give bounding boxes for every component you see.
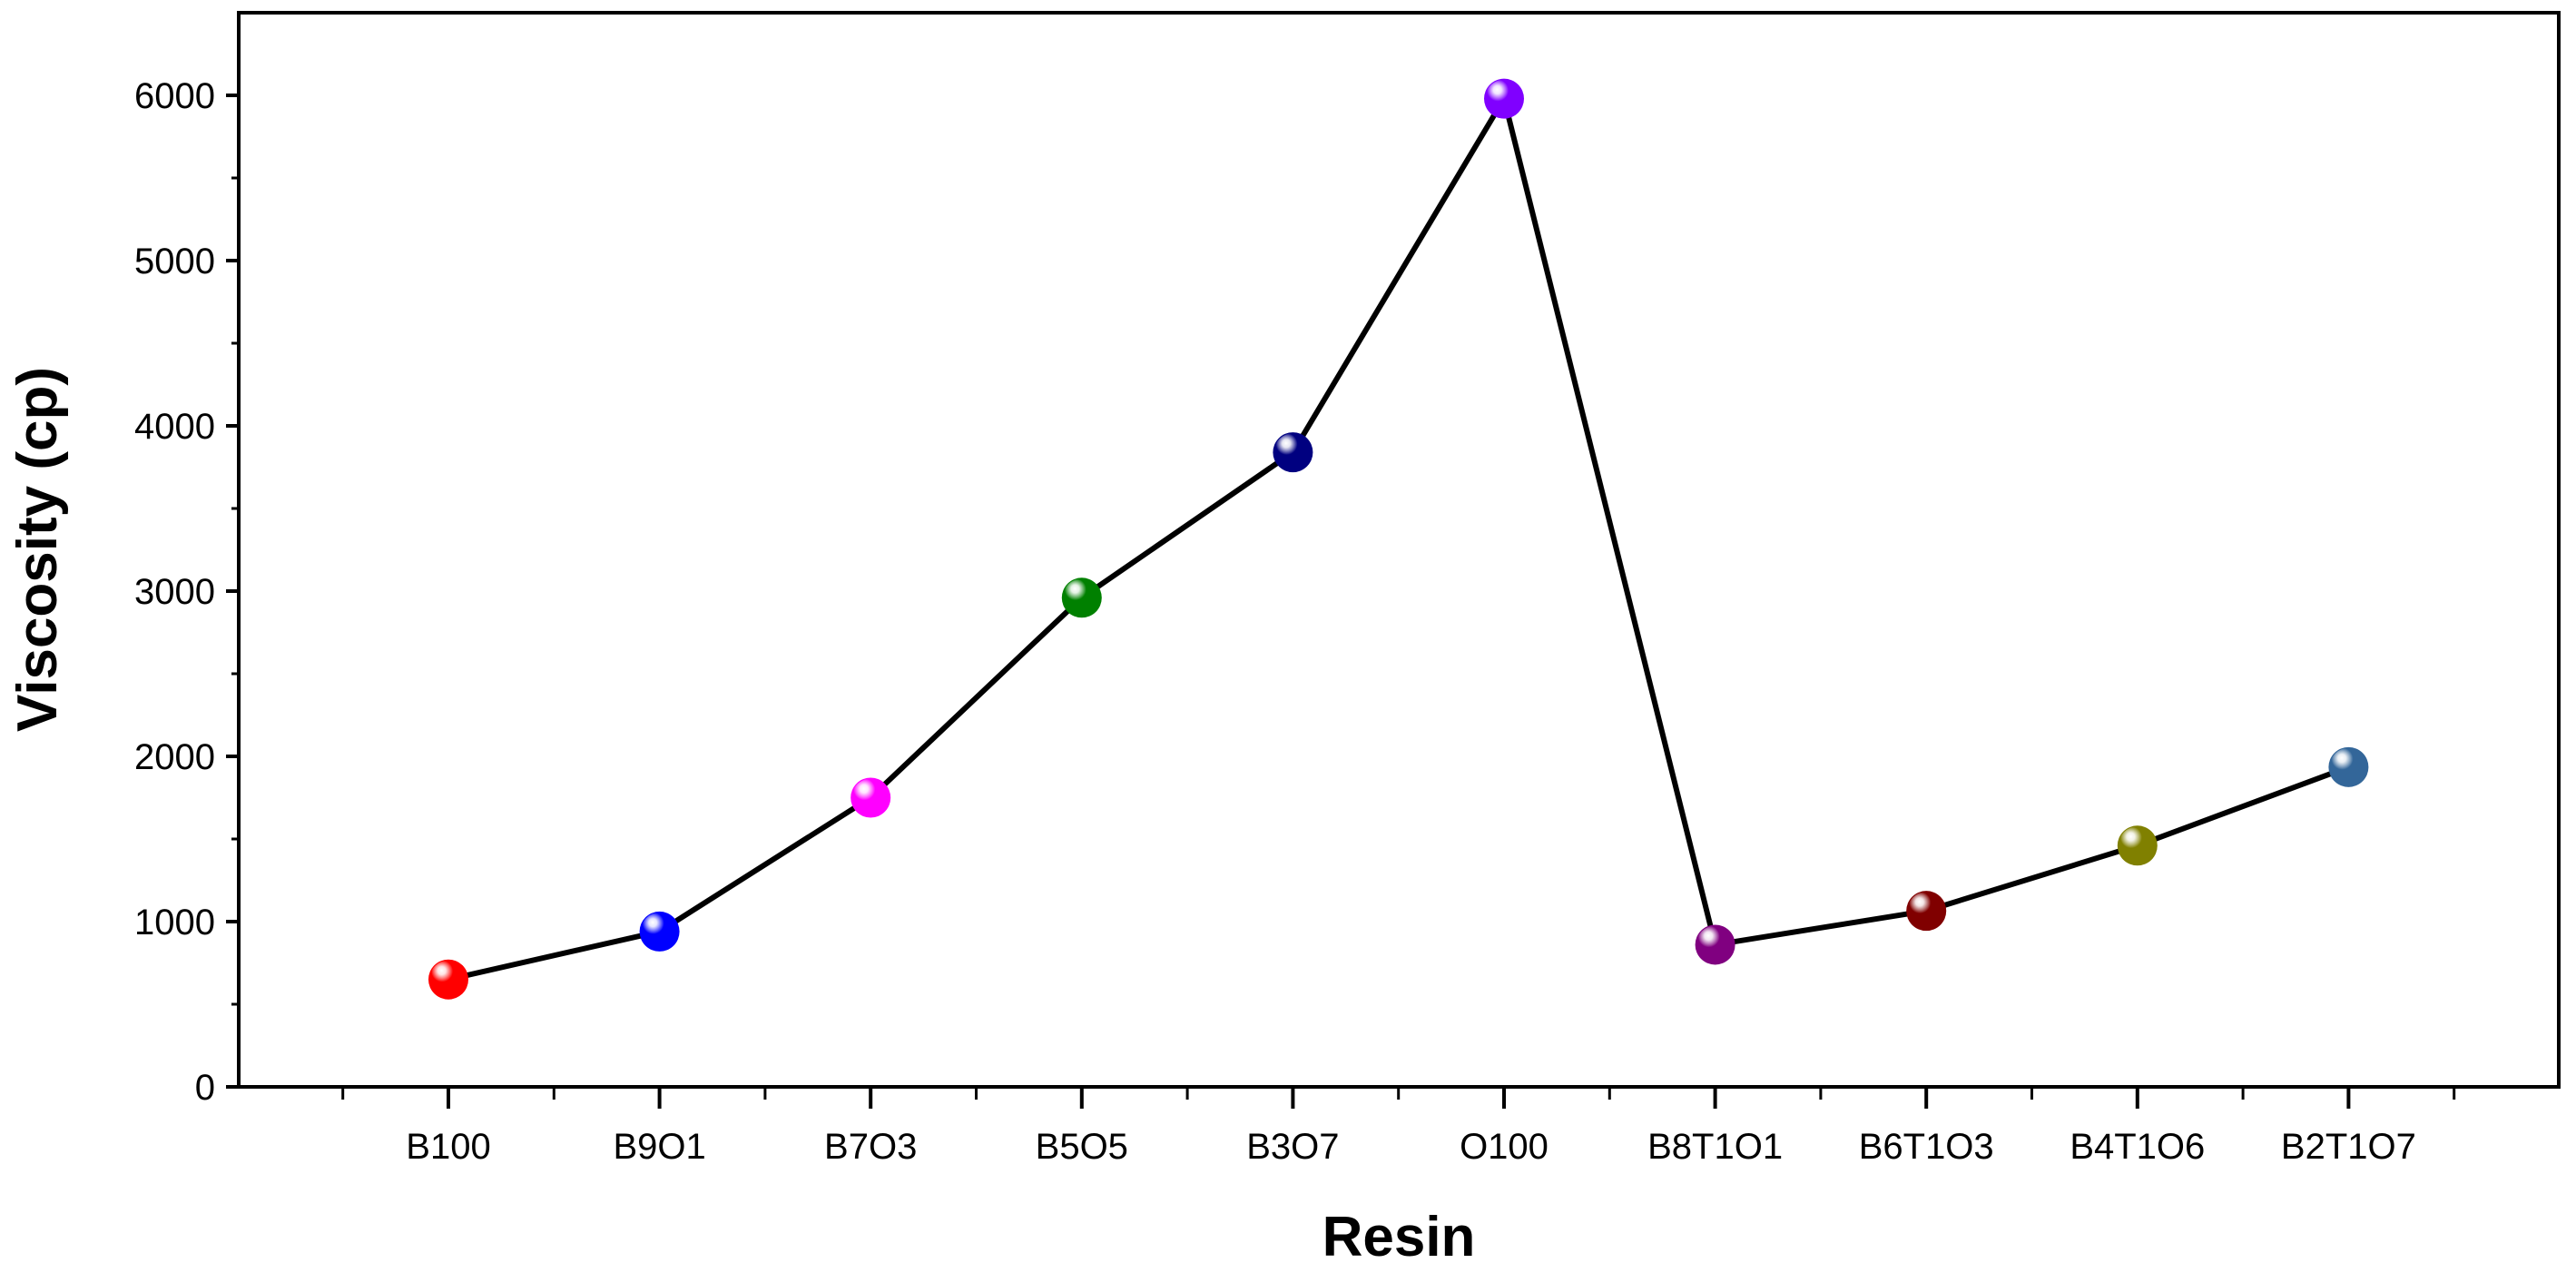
series-line [447, 95, 2350, 982]
y-axis-title: Viscosity (cp) [6, 367, 69, 732]
data-point [1485, 79, 1523, 118]
y-tick-label: 1000 [134, 903, 215, 942]
x-axis-title: Resin [1322, 1206, 1476, 1268]
data-point [429, 960, 467, 999]
x-tick-label: B2T1O7 [2281, 1127, 2416, 1167]
data-point [1907, 892, 1946, 931]
y-tick-label: 2000 [134, 737, 215, 777]
data-point [1062, 578, 1101, 617]
data-point [851, 778, 890, 817]
y-tick-label: 0 [195, 1068, 215, 1108]
x-tick-label: B6T1O3 [1859, 1127, 1994, 1167]
data-point [2329, 747, 2368, 786]
data-point [2118, 826, 2157, 865]
x-tick-label: B100 [406, 1127, 490, 1167]
x-tick-label: O100 [1460, 1127, 1549, 1167]
plot-frame [237, 11, 2561, 1089]
data-point [640, 912, 679, 951]
data-point [1696, 925, 1735, 964]
x-tick-label: B8T1O1 [1647, 1127, 1783, 1167]
y-axis: 0 1000 2000 3000 4000 5000 6000 [134, 76, 239, 1108]
x-tick-label: B3O7 [1246, 1127, 1339, 1167]
data-point [1273, 433, 1313, 472]
y-tick-label: 5000 [134, 242, 215, 281]
x-tick-label: B5O5 [1036, 1127, 1128, 1167]
x-tick-label: B7O3 [824, 1127, 917, 1167]
y-tick-label: 3000 [134, 572, 215, 612]
y-tick-label: 6000 [134, 76, 215, 116]
x-tick-label: B4T1O6 [2070, 1127, 2205, 1167]
y-tick-label: 4000 [134, 407, 215, 447]
data-points [428, 78, 2369, 1000]
x-axis: B100 B9O1 B7O3 B5O5 B3O7 O100 B8T1O1 B6T1O3 B4T1… [341, 1087, 2456, 1167]
x-tick-label: B9O1 [613, 1127, 705, 1167]
